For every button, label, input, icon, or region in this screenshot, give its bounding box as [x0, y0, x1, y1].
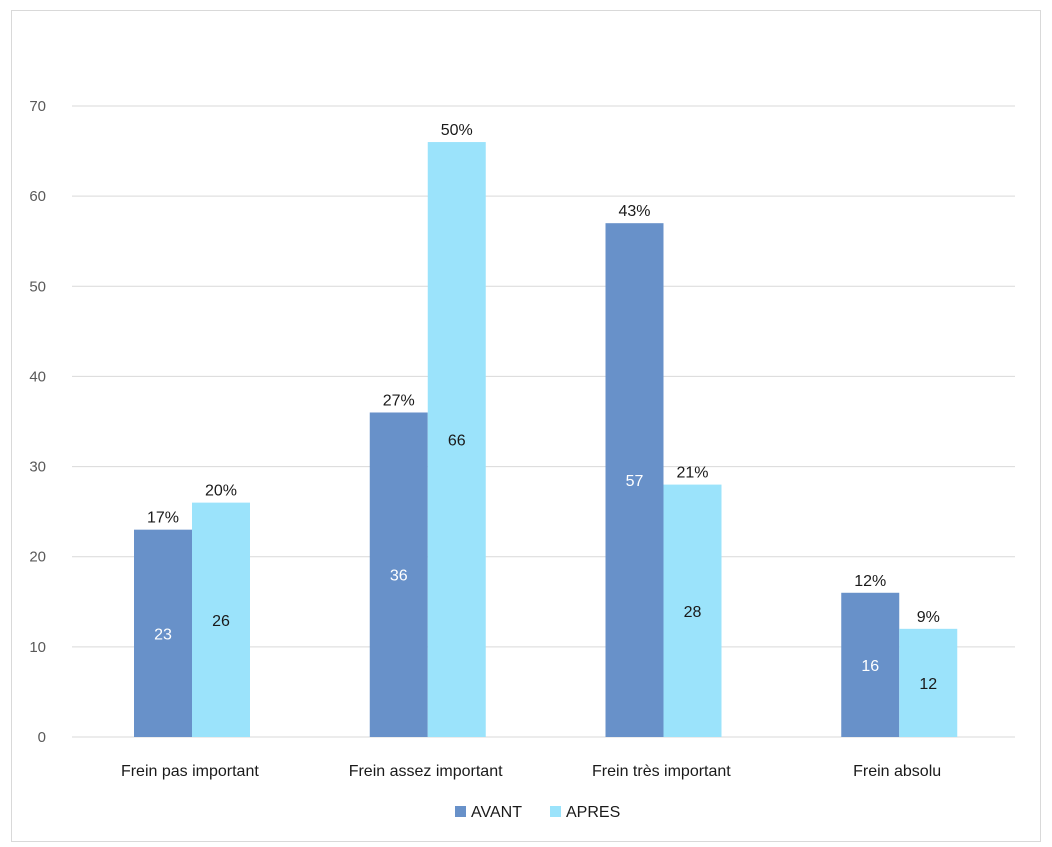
percent-label-avant-3: 12%	[854, 573, 886, 590]
category-label-1: Frein assez important	[349, 763, 503, 780]
percent-label-avant-2: 43%	[618, 203, 650, 220]
bar-apres-2	[663, 484, 722, 737]
category-label-2: Frein très important	[592, 763, 731, 780]
category-label-3: Frein absolu	[853, 763, 941, 780]
bar-avant-1	[369, 412, 428, 737]
bar-apres-0	[192, 502, 250, 737]
bar-avant-3	[841, 592, 900, 737]
percent-label-apres-2: 21%	[676, 465, 708, 482]
chart-area: 0 10 20 30 40 50 60 70 17% 23 20% 26 Frein pas impor…	[11, 10, 1041, 842]
bar-chart: 0 10 20 30 40 50 60 70 17% 23 20% 26 Frein pas impor…	[29, 98, 1015, 821]
bar-apres-3	[899, 628, 958, 737]
legend-swatch-apres	[550, 806, 561, 817]
y-tick-label-50: 50	[29, 278, 46, 295]
percent-label-avant-0: 17%	[147, 510, 179, 527]
legend-label-apres: APRES	[566, 804, 620, 821]
bar-apres-1	[427, 142, 486, 738]
y-tick-label-70: 70	[29, 98, 46, 115]
bar-avant-0	[134, 529, 192, 737]
value-label-avant-2: 57	[626, 473, 644, 490]
bar-avant-2	[605, 223, 664, 737]
value-label-apres-0: 26	[212, 613, 230, 630]
legend-swatch-avant	[455, 806, 466, 817]
value-label-avant-0: 23	[154, 626, 172, 643]
value-label-avant-1: 36	[390, 568, 408, 585]
percent-label-apres-3: 9%	[917, 609, 940, 626]
value-label-apres-3: 12	[919, 676, 937, 693]
y-tick-label-30: 30	[29, 459, 46, 476]
category-label-0: Frein pas important	[121, 763, 259, 780]
percent-label-avant-1: 27%	[383, 392, 415, 409]
y-tick-label-0: 0	[38, 729, 46, 746]
percent-label-apres-1: 50%	[441, 122, 473, 139]
value-label-apres-2: 28	[684, 604, 702, 621]
y-tick-label-40: 40	[29, 368, 46, 385]
percent-label-apres-0: 20%	[205, 483, 237, 500]
y-tick-label-60: 60	[29, 188, 46, 205]
value-label-apres-1: 66	[448, 433, 466, 450]
value-label-avant-3: 16	[861, 658, 879, 675]
y-tick-label-20: 20	[29, 549, 46, 566]
legend-label-avant: AVANT	[471, 804, 522, 821]
y-tick-label-10: 10	[29, 639, 46, 656]
